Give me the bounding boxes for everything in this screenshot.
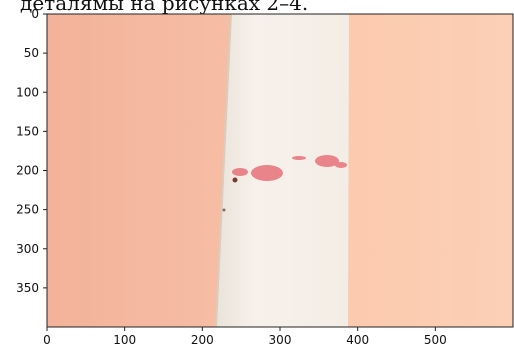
x-tick-label: 500 xyxy=(424,333,447,347)
caption-text: деталямы на рисунках 2–4. xyxy=(20,0,309,15)
dark-spot xyxy=(222,208,226,212)
y-axis: 0 50 100 150 200 250 300 350 xyxy=(16,7,47,295)
y-tick-label: 350 xyxy=(16,281,39,295)
x-axis: 0 100 200 300 400 500 xyxy=(43,327,447,347)
y-tick-label: 200 xyxy=(16,164,39,178)
x-tick-label: 0 xyxy=(43,333,51,347)
y-tick-label: 250 xyxy=(16,203,39,217)
left-wall xyxy=(47,14,247,327)
x-tick-label: 400 xyxy=(346,333,369,347)
y-tick-label: 100 xyxy=(16,85,39,99)
dark-spot xyxy=(232,177,238,183)
white-strip xyxy=(216,14,349,327)
red-stain xyxy=(232,155,347,181)
photo xyxy=(47,13,513,328)
right-wall xyxy=(346,14,513,327)
y-tick-label: 0 xyxy=(31,7,39,21)
x-tick-label: 300 xyxy=(269,333,292,347)
strip-edge-shadow xyxy=(215,13,232,328)
y-tick-label: 150 xyxy=(16,124,39,138)
y-tick-label: 50 xyxy=(24,46,39,60)
y-tick-label: 300 xyxy=(16,242,39,256)
x-tick-label: 200 xyxy=(191,333,214,347)
x-tick-label: 100 xyxy=(113,333,136,347)
